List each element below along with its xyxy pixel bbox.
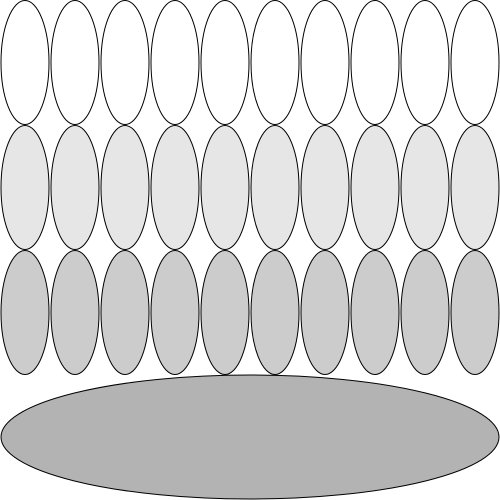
ellipse-row-3-col-8 — [350, 250, 400, 375]
ellipse-row-1-col-6 — [250, 0, 300, 125]
ellipse-row-1-col-7 — [300, 0, 350, 125]
ellipse-row-1-col-1 — [0, 0, 50, 125]
ellipse-row-2-col-5 — [200, 125, 250, 250]
ellipse-row-3-col-6 — [250, 250, 300, 375]
ellipse-row-1-col-9 — [400, 0, 450, 125]
ellipse-row-1-col-8 — [350, 0, 400, 125]
ellipse-row-3-col-9 — [400, 250, 450, 375]
ellipse-row-2-col-7 — [300, 125, 350, 250]
ellipse-row-1-col-5 — [200, 0, 250, 125]
ellipse-row-2-col-4 — [150, 125, 200, 250]
ellipse-row-2-col-6 — [250, 125, 300, 250]
ellipse-row-2-col-3 — [100, 125, 150, 250]
ellipse-row-1-col-4 — [150, 0, 200, 125]
ellipse-row-2-col-10 — [450, 125, 500, 250]
ellipse-row-3-col-7 — [300, 250, 350, 375]
ellipse-row-2-col-9 — [400, 125, 450, 250]
ellipse-row-2-col-8 — [350, 125, 400, 250]
ellipse-row-2-col-2 — [50, 125, 100, 250]
ellipse-row-3-col-2 — [50, 250, 100, 375]
ellipse-row-3-col-4 — [150, 250, 200, 375]
ellipse-row-1-col-2 — [50, 0, 100, 125]
ellipse-row-3-col-3 — [100, 250, 150, 375]
ellipse-row-3-col-10 — [450, 250, 500, 375]
ellipse-row-2-col-1 — [0, 125, 50, 250]
ellipse-row-3-col-5 — [200, 250, 250, 375]
ellipse-row-3-col-1 — [0, 250, 50, 375]
base-ellipse — [0, 374, 500, 500]
ellipse-row-1-col-3 — [100, 0, 150, 125]
ellipse-row-1-col-10 — [450, 0, 500, 125]
